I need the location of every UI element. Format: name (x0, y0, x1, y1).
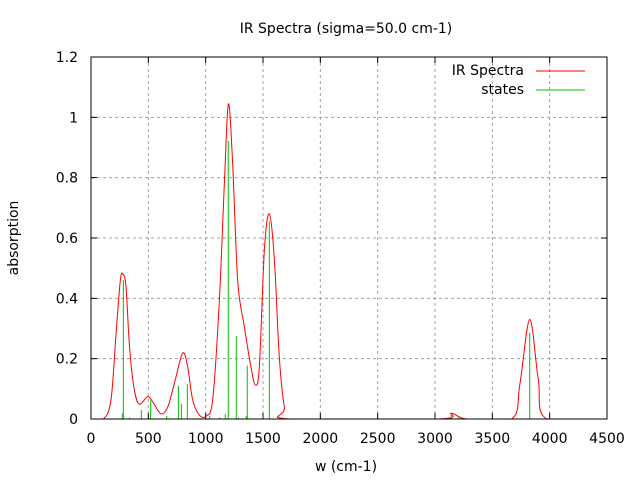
x-tick-label: 1000 (188, 431, 224, 447)
x-axis-label: w (cm-1) (315, 459, 377, 475)
y-tick-label: 1 (69, 110, 78, 126)
y-tick-label: 0.8 (56, 171, 78, 187)
axis-ticks: 0 500 1000 1500 2000 2500 3000 3500 4000 4500 0 0.2… (56, 50, 625, 447)
x-tick-label: 2500 (360, 431, 396, 447)
y-tick-label: 0.2 (56, 352, 78, 368)
x-tick-label: 3500 (475, 431, 511, 447)
x-tick-label: 2000 (303, 431, 339, 447)
y-tick-label: 1.2 (56, 50, 78, 66)
x-tick-label: 3000 (417, 431, 453, 447)
x-tick-label: 4500 (589, 431, 625, 447)
grid (91, 57, 607, 419)
y-axis-label: absorption (6, 201, 22, 276)
plot-border (90, 56, 608, 420)
plot-area (91, 103, 607, 420)
ir-spectra-line (91, 103, 607, 420)
chart-title: IR Spectra (sigma=50.0 cm-1) (240, 21, 453, 37)
legend: IR Spectra states (452, 63, 585, 98)
x-tick-label: 500 (135, 431, 162, 447)
x-tick-label: 1500 (245, 431, 281, 447)
legend-label-states: states (481, 82, 524, 98)
x-tick-label: 4000 (532, 431, 568, 447)
y-tick-label: 0 (69, 412, 78, 428)
y-tick-label: 0.6 (56, 231, 78, 247)
legend-label-ir-spectra: IR Spectra (452, 63, 524, 79)
y-tick-label: 0.4 (56, 291, 78, 307)
x-tick-label: 0 (87, 431, 96, 447)
